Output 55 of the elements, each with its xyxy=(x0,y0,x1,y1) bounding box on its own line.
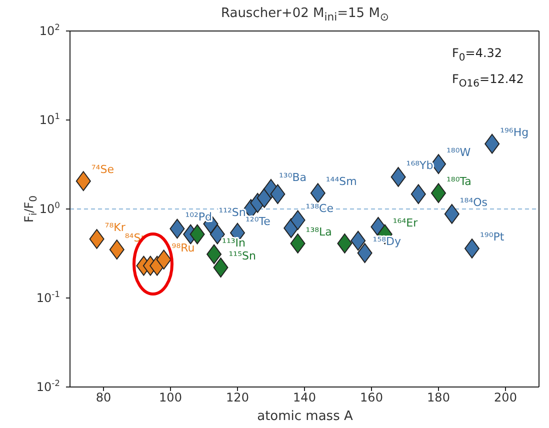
x-tick-label: 80 xyxy=(96,390,112,405)
x-axis-title: atomic mass A xyxy=(256,409,354,424)
point xyxy=(76,171,91,192)
annotation: F$_{0}$=4.32 xyxy=(452,46,502,64)
point xyxy=(484,134,500,154)
point xyxy=(357,243,372,263)
data-label: ¹⁹⁰Pt xyxy=(480,230,505,244)
point xyxy=(290,210,306,230)
chart-title: Rauscher+02 M$_{ini}$=15 M$_{⊙}$ xyxy=(220,6,390,24)
data-label: ¹⁴⁴Sm xyxy=(326,175,357,188)
data-label: ¹³⁸La xyxy=(306,225,332,238)
point xyxy=(390,167,406,187)
point xyxy=(156,250,172,270)
y-tick-label: 10$^{-2}$ xyxy=(36,378,60,394)
point xyxy=(170,218,185,239)
data-label: ¹⁶⁸Yb xyxy=(406,158,434,172)
y-tick-label: 10$^{0}$ xyxy=(39,200,60,216)
point xyxy=(89,229,104,249)
y-tick-label: 10$^{2}$ xyxy=(39,22,60,38)
data-label: ⁷⁸Kr xyxy=(104,221,126,234)
point xyxy=(431,183,446,204)
point xyxy=(337,234,352,254)
x-tick-label: 160 xyxy=(360,390,383,405)
x-tick-label: 180 xyxy=(427,390,450,405)
data-label: ¹¹⁵Sn xyxy=(228,250,256,263)
data-label: ¹⁸⁰Ta xyxy=(446,175,472,188)
point xyxy=(213,258,228,278)
point xyxy=(464,238,480,258)
x-tick-label: 120 xyxy=(226,390,249,405)
y-tick-label: 10$^{-1}$ xyxy=(36,289,60,305)
x-tick-label: 200 xyxy=(494,390,517,405)
point xyxy=(350,230,366,251)
point xyxy=(109,240,124,260)
data-label: ¹⁸⁴Os xyxy=(460,196,488,209)
data-label: ⁷⁴Se xyxy=(91,163,114,176)
data-label: ¹³⁰Ba xyxy=(279,170,307,184)
point xyxy=(190,224,205,244)
data-label: ¹⁹⁶Hg xyxy=(500,126,529,139)
point xyxy=(410,184,426,204)
data-label: ¹⁶⁴Er xyxy=(392,216,418,230)
point xyxy=(270,184,286,204)
y-tick-label: 10$^{1}$ xyxy=(39,111,60,127)
data-label: ¹⁸⁰W xyxy=(446,146,471,160)
point xyxy=(310,183,326,204)
data-label: ¹¹²Sn xyxy=(218,206,246,219)
x-tick-label: 140 xyxy=(293,390,316,405)
annotation: F$_{O16}$=12.42 xyxy=(452,72,524,90)
data-label: ¹¹³In xyxy=(222,236,246,250)
data-label: ⁹⁸Ru xyxy=(172,242,195,255)
x-tick-label: 100 xyxy=(159,390,182,405)
point xyxy=(290,234,306,254)
point xyxy=(206,244,222,264)
data-label: ¹²⁰Te xyxy=(246,214,271,228)
point xyxy=(431,154,446,174)
point xyxy=(444,204,460,224)
